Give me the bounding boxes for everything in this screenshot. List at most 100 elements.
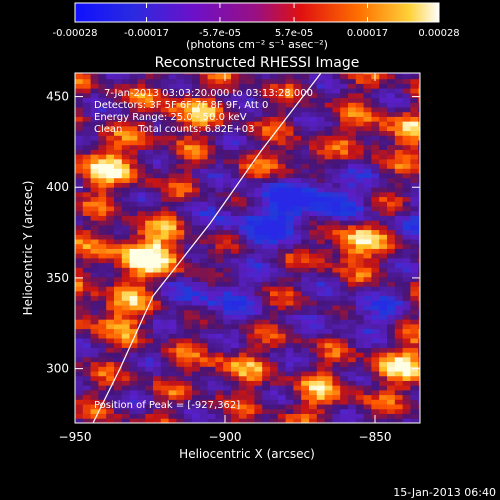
heatmap-cell [176, 125, 185, 132]
heatmap-cell [207, 328, 216, 334]
heatmap-cell [418, 389, 420, 396]
colorbar-ticks: -0.00028 -0.00017 -5.7e-05 5.7e-05 0.00017 0.… [53, 3, 460, 39]
heatmap-cell [145, 201, 154, 207]
heatmap-cell [363, 92, 372, 99]
heatmap-cell [75, 253, 84, 259]
heatmap-cell [106, 102, 115, 108]
heatmap-cell [145, 309, 154, 315]
heatmap-cell [106, 408, 115, 414]
heatmap-cell [82, 130, 91, 136]
heatmap-cell [199, 187, 208, 193]
heatmap-cell [75, 149, 84, 155]
heatmap-cell [324, 163, 333, 169]
heatmap-cell [145, 356, 154, 363]
heatmap-cell [371, 88, 380, 94]
heatmap-cell [106, 111, 115, 117]
heatmap-cell [262, 224, 271, 231]
heatmap-cell [98, 248, 107, 254]
heatmap-cell [246, 366, 255, 372]
heatmap-cell [371, 140, 380, 146]
heatmap-cell [121, 361, 130, 367]
heatmap-cell [129, 210, 138, 216]
heatmap-cell [402, 107, 411, 113]
heatmap-cell [176, 356, 185, 363]
heatmap-cell [160, 158, 169, 165]
heatmap-cell [192, 229, 201, 235]
heatmap-cell [160, 224, 169, 231]
heatmap-cell [207, 248, 216, 254]
heatmap-cell [394, 295, 403, 301]
heatmap-cell [75, 182, 84, 188]
heatmap-cell [98, 300, 107, 306]
heatmap-cell [301, 272, 310, 278]
heatmap-cell [309, 361, 318, 367]
heatmap-cell [301, 224, 310, 231]
heatmap-cell [270, 196, 279, 202]
heatmap-cell [262, 361, 271, 367]
heatmap-cell [207, 229, 216, 235]
heatmap-cell [207, 154, 216, 160]
heatmap-cell [270, 319, 279, 325]
heatmap-cell [145, 380, 154, 386]
heatmap-cell [277, 187, 286, 193]
heatmap-cell [160, 290, 169, 297]
heatmap-cell [285, 220, 294, 226]
heatmap-cell [363, 154, 372, 160]
heatmap-cell [153, 111, 162, 117]
heatmap-cell [277, 356, 286, 363]
heatmap-cell [82, 125, 91, 132]
heatmap-cell [168, 389, 177, 396]
heatmap-cell [394, 290, 403, 297]
heatmap-cell [215, 73, 224, 75]
heatmap-cell [207, 281, 216, 287]
heatmap-cell [238, 121, 247, 127]
heatmap-cell [262, 319, 271, 325]
heatmap-cell [153, 248, 162, 254]
heatmap-cell [285, 290, 294, 297]
heatmap-cell [277, 262, 286, 268]
heatmap-cell [207, 102, 216, 108]
heatmap-cell [348, 286, 357, 292]
heatmap-cell [199, 74, 208, 80]
heatmap-cell [277, 389, 286, 396]
heatmap-cell [379, 149, 388, 155]
heatmap-cell [355, 97, 364, 103]
heatmap-cell [153, 371, 162, 377]
heatmap-cell [160, 116, 169, 122]
heatmap-cell [192, 191, 201, 198]
heatmap-cell [379, 163, 388, 169]
heatmap-cell [114, 281, 123, 287]
heatmap-cell [246, 215, 255, 221]
heatmap-cell [379, 338, 388, 344]
heatmap-cell [238, 210, 247, 216]
heatmap-cell [277, 144, 286, 150]
heatmap-cell [114, 111, 123, 117]
heatmap-cell [82, 149, 91, 155]
heatmap-cell [410, 173, 419, 179]
heatmap-cell [215, 286, 224, 292]
heatmap-cell [106, 116, 115, 122]
heatmap-cell [293, 314, 302, 320]
heatmap-cell [379, 248, 388, 254]
heatmap-cell [75, 371, 84, 377]
heatmap-cell [223, 229, 232, 235]
heatmap-cell [207, 224, 216, 231]
heatmap-cell [137, 121, 146, 127]
heatmap-cell [394, 187, 403, 193]
heatmap-cell [254, 413, 263, 419]
heatmap-cell [184, 182, 193, 188]
heatmap-cell [418, 356, 420, 363]
heatmap-cell [355, 121, 364, 127]
heatmap-cell [402, 361, 411, 367]
heatmap-cell [246, 413, 255, 419]
heatmap-cell [153, 404, 162, 410]
heatmap-cell [285, 130, 294, 136]
heatmap-cell [231, 276, 240, 282]
heatmap-cell [285, 248, 294, 254]
heatmap-cell [316, 380, 325, 386]
heatmap-cell [348, 97, 357, 103]
heatmap-cell [246, 281, 255, 287]
heatmap-cell [121, 201, 130, 207]
heatmap-cell [223, 173, 232, 179]
heatmap-cell [316, 418, 325, 423]
